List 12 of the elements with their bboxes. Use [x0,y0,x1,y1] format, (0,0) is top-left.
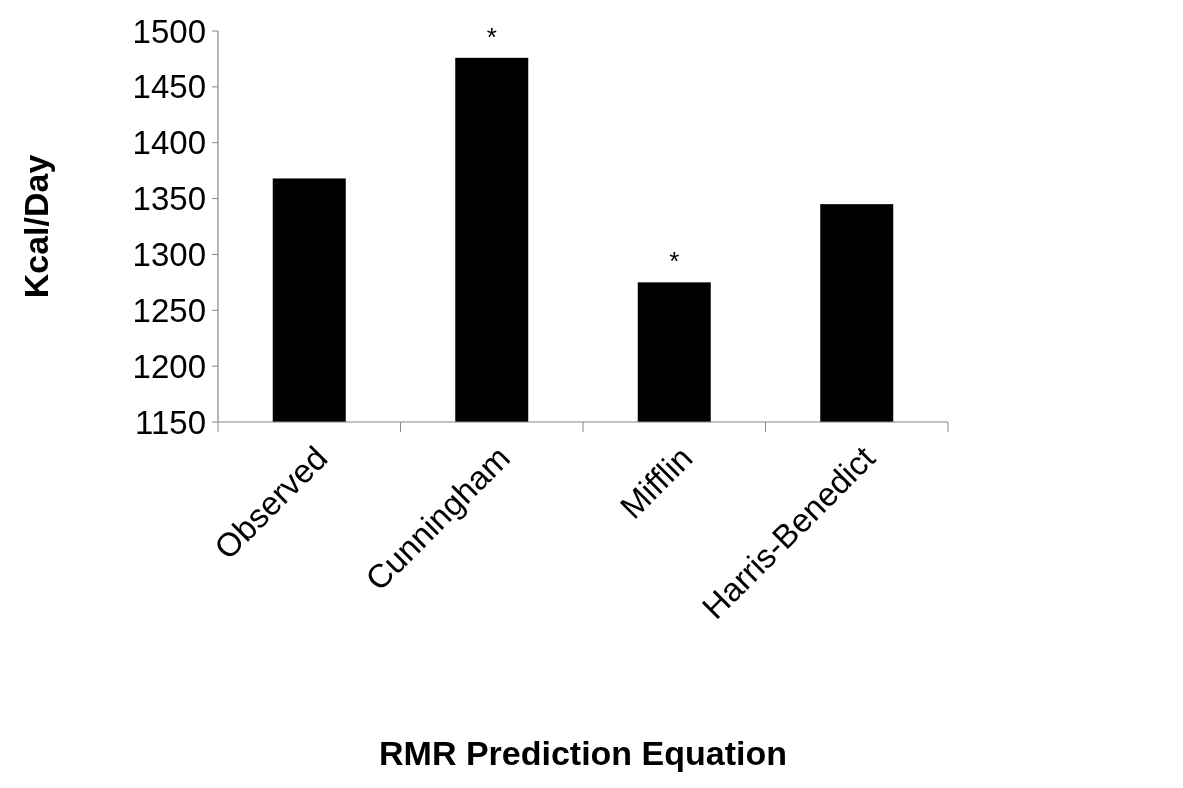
y-tick-label: 1250 [132,291,206,329]
x-axis-title: RMR Prediction Equation [379,734,787,772]
annotation: * [669,246,680,277]
y-tick-label: 1450 [132,68,206,106]
y-tick-label: 1200 [132,347,206,385]
y-axis-title: Kcal/Day [17,154,55,299]
y-tick-label: 1300 [132,235,206,273]
y-tick-label: 1350 [132,180,206,218]
y-tick-label: 1150 [135,403,206,441]
y-tick-label: 1400 [132,124,206,162]
y-tick-label: 1500 [132,12,206,50]
annotation: * [486,21,497,52]
